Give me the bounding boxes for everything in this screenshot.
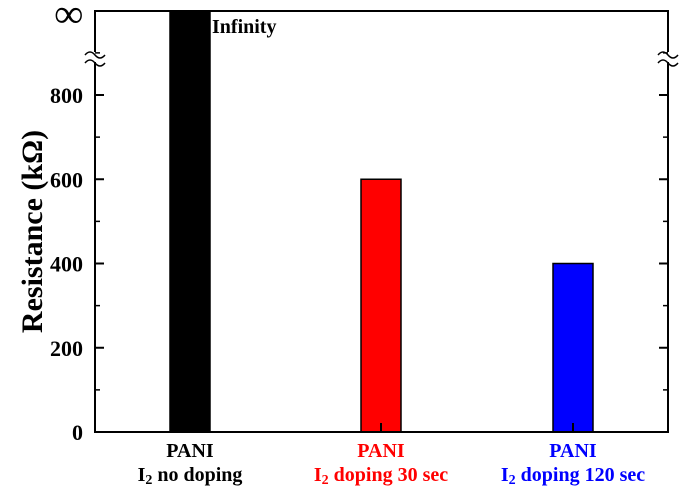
label-prefix: I [138,464,146,486]
axis-break-gap-left [83,52,107,62]
label-rest: doping 30 sec [329,464,449,486]
y-tick-label-400: 400 [50,252,83,277]
break-wave-0 [657,51,679,59]
label-prefix: I [501,464,509,486]
y-tick-label-200: 200 [50,336,83,361]
break-wave-1 [84,59,106,67]
x-tick-label-line1-1: PANI [357,440,405,462]
y-axis-label: Resistance (kΩ) [16,130,49,333]
break-wave-1 [657,59,679,67]
x-tick-label-line2-2: I2 doping 120 sec [501,464,645,488]
label-subscript: 2 [145,473,152,488]
bar-1 [360,178,402,433]
bar-0 [169,10,211,433]
axis-break-mark-right [657,51,679,67]
y-tick-label-800: 800 [50,83,83,108]
label-subscript: 2 [322,473,329,488]
x-tick-label-line1-2: PANI [549,440,597,462]
label-rest: doping 120 sec [516,464,646,486]
label-prefix: I [314,464,322,486]
label-rest: no doping [152,464,242,486]
y-infinity-label: ∞ [54,0,83,36]
axis-break-gap-right [656,52,680,62]
x-tick-label-line2-1: I2 doping 30 sec [314,464,448,488]
label-subscript: 2 [509,473,516,488]
x-tick-label-line2-0: I2 no doping [138,464,243,488]
annotation-infinity: Infinity [212,16,276,38]
x-tick-label-line1-0: PANI [166,440,214,462]
break-wave-0 [84,51,106,59]
y-tick-label-0: 0 [72,420,83,445]
axis-break-mark-left [84,51,106,67]
y-tick-label-600: 600 [50,167,83,192]
bar-2 [552,262,594,433]
